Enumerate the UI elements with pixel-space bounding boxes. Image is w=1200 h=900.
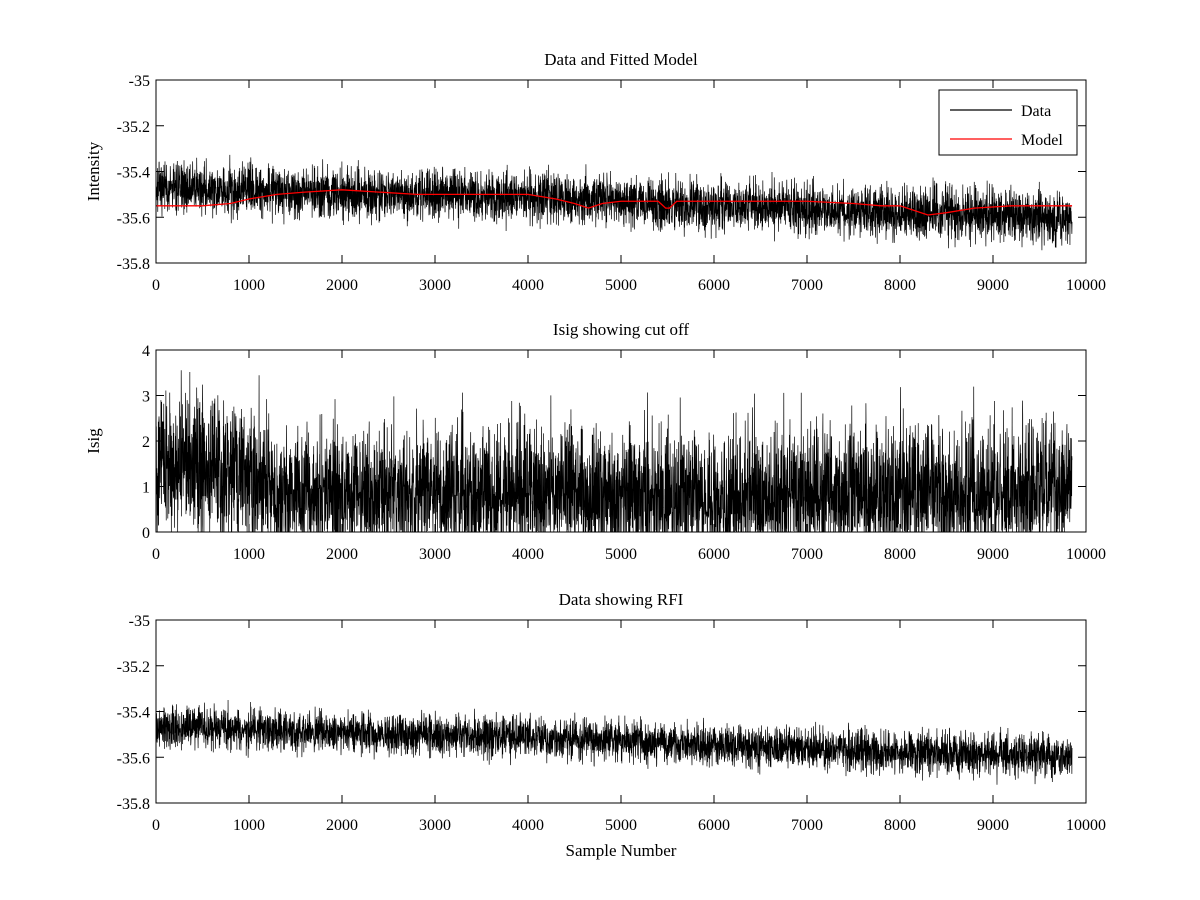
x-tick-label: 9000 [977,277,1009,294]
y-tick-label: 4 [142,343,150,360]
chart-panel-1: 0 1000 2000 3000 4000 5000 6000 7000 8000 9000 100… [84,50,1106,294]
x-tick-label: 6000 [698,546,730,563]
x-tick-label: 10000 [1066,546,1106,563]
x-tick-label: 10000 [1066,277,1106,294]
x-tick-label: 3000 [419,546,451,563]
x-tick-label: 1000 [233,817,265,834]
series-model [156,189,1073,216]
x-tick-label: 7000 [791,277,823,294]
legend-box [938,89,1078,156]
x-tick-label: 4000 [512,817,544,834]
y-tick-label: -35.8 [117,796,150,813]
y-tick-label: -35.4 [117,165,150,182]
x-tick-label: 8000 [884,277,916,294]
x-tick-label: 4000 [512,546,544,563]
x-tick-label: 2000 [326,277,358,294]
x-tick-label: 8000 [884,546,916,563]
chart-title: Data and Fitted Model [544,50,698,69]
axes-box [155,619,1087,804]
x-tick-label: 5000 [605,546,637,563]
y-axis-label: Intensity [84,141,103,201]
x-tick-label: 0 [152,546,160,563]
x-tick-label: 5000 [605,817,637,834]
y-tick-label: 0 [142,525,150,542]
series-isig [156,370,1073,532]
legend-label-model: Model [1021,132,1063,149]
y-tick-label: -35.2 [117,659,150,676]
x-tick-label: 2000 [326,817,358,834]
x-tick-label: 6000 [698,817,730,834]
y-tick-label: -35 [129,73,150,90]
series-data [156,154,1073,251]
x-tick-label: 5000 [605,277,637,294]
x-tick-label: 6000 [698,277,730,294]
x-tick-label: 7000 [791,817,823,834]
chart-title: Isig showing cut off [553,320,689,339]
x-tick-label: 1000 [233,277,265,294]
x-tick-label: 9000 [977,817,1009,834]
x-axis-label: Sample Number [566,841,677,860]
y-tick-label: -35.2 [117,119,150,136]
x-tick-label: 3000 [419,817,451,834]
y-tick-label: 2 [142,434,150,451]
y-tick-label: 3 [142,389,150,406]
chart-panel-2: 0 1000 2000 3000 4000 5000 6000 7000 8000 9000 100… [84,320,1106,563]
plot-area [156,370,1073,532]
y-axis-label: Isig [84,428,103,454]
x-tick-label: 9000 [977,546,1009,563]
x-tick-label: 1000 [233,546,265,563]
x-tick-label: 3000 [419,277,451,294]
x-tick-label: 0 [152,277,160,294]
x-tick-label: 4000 [512,277,544,294]
chart-panel-3: 0 1000 2000 3000 4000 5000 6000 7000 8000 9000 100… [117,590,1106,860]
legend: Data Model [938,89,1078,156]
chart-title: Data showing RFI [559,590,684,609]
x-tick-label: 10000 [1066,817,1106,834]
y-tick-label: 1 [142,480,150,497]
x-tick-label: 8000 [884,817,916,834]
y-tick-label: -35 [129,613,150,630]
plot-area [156,699,1073,785]
x-tick-label: 0 [152,817,160,834]
y-tick-label: -35.6 [117,750,150,767]
plot-area [156,154,1073,251]
y-tick-label: -35.8 [117,256,150,273]
y-tick-label: -35.4 [117,705,150,722]
x-tick-label: 2000 [326,546,358,563]
x-tick-label: 7000 [791,546,823,563]
series-data [156,699,1073,785]
y-tick-label: -35.6 [117,210,150,227]
legend-label-data: Data [1021,103,1051,120]
